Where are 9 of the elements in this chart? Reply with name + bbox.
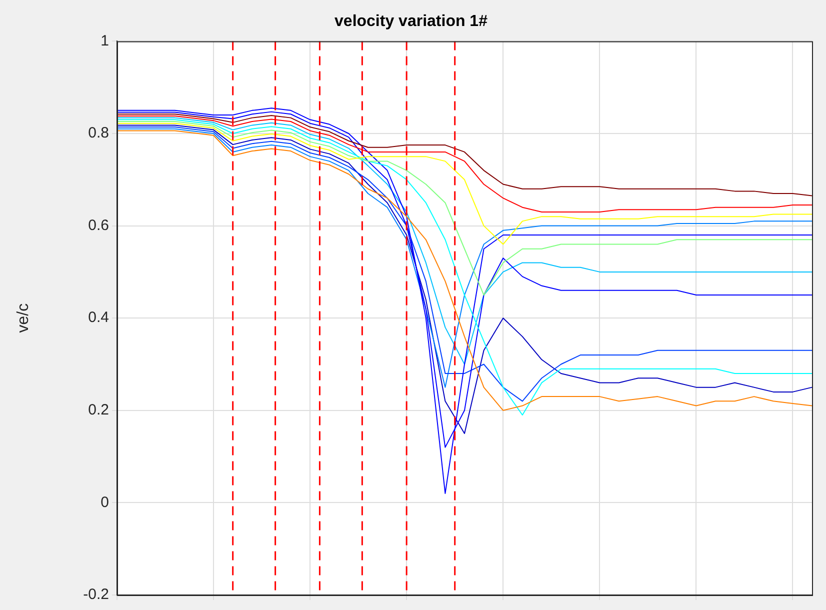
chart-title: velocity variation 1# [334, 13, 488, 30]
y-tick-label: -0.2 [83, 586, 109, 604]
y-tick-label: 0 [100, 494, 109, 511]
y-tick-label: 0.6 [88, 216, 109, 234]
y-tick-label: 1 [100, 32, 109, 50]
y-tick-label: 0.8 [88, 124, 109, 142]
y-axis-title: ve/c [15, 303, 32, 333]
y-tick-label: 0.2 [88, 402, 109, 419]
y-tick-label: 0.4 [88, 309, 109, 326]
